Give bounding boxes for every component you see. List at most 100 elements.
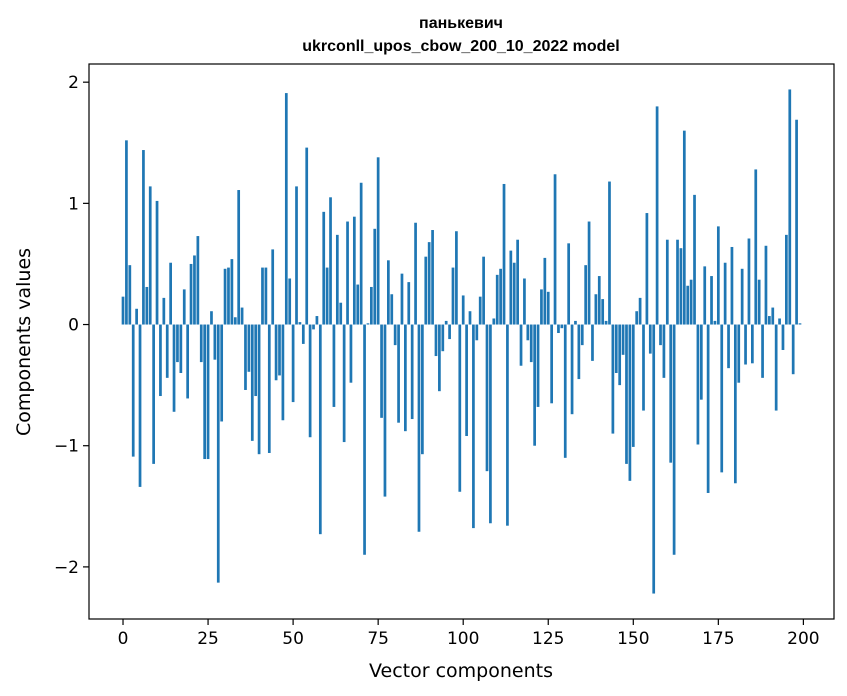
bar-component-72 (366, 323, 370, 325)
bar-component-22 (196, 236, 200, 325)
bar-component-73 (369, 286, 373, 325)
bar-component-169 (696, 324, 700, 445)
bar-component-129 (560, 324, 564, 329)
bar-component-85 (410, 324, 414, 420)
bar-component-9 (152, 324, 155, 464)
bar-component-50 (291, 324, 295, 403)
bar-component-57 (315, 316, 319, 325)
bar-component-6 (142, 150, 145, 325)
bar-component-62 (332, 324, 336, 407)
bar-component-132 (570, 324, 574, 415)
bar-component-166 (686, 285, 690, 325)
bar-component-194 (781, 324, 785, 350)
bar-component-60 (325, 267, 329, 325)
x-axis-label: Vector components (369, 660, 553, 682)
bar-component-54 (305, 147, 309, 325)
bar-component-160 (665, 239, 669, 325)
bar-component-13 (165, 324, 169, 378)
bar-component-163 (676, 239, 679, 325)
bar-component-173 (710, 276, 713, 325)
bar-component-68 (352, 216, 356, 325)
x-tick-label: 75 (367, 629, 389, 649)
bar-component-139 (594, 294, 598, 325)
bar-component-31 (227, 267, 230, 325)
bar-component-36 (244, 324, 247, 390)
bar-component-12 (162, 297, 166, 325)
bar-component-170 (699, 324, 703, 400)
bar-component-66 (346, 221, 349, 325)
bar-component-52 (298, 322, 302, 325)
bar-component-14 (169, 262, 172, 325)
bar-component-114 (509, 250, 513, 325)
bar-component-159 (662, 324, 666, 378)
bar-component-63 (335, 234, 339, 325)
x-tick-label: 200 (787, 629, 819, 649)
bar-component-53 (301, 324, 305, 344)
bar-component-172 (706, 324, 710, 493)
bar-component-75 (376, 157, 380, 325)
bar-component-34 (237, 190, 241, 325)
bar-component-24 (203, 324, 207, 460)
bar-component-184 (747, 238, 751, 325)
bar-component-78 (387, 260, 390, 325)
bar-component-116 (516, 239, 519, 325)
bar-component-88 (421, 324, 424, 455)
bar-component-127 (553, 174, 557, 325)
bar-component-64 (339, 302, 343, 325)
bar-component-147 (621, 324, 625, 355)
bar-component-115 (512, 262, 516, 325)
bar-component-102 (468, 311, 472, 325)
bar-component-141 (601, 299, 605, 325)
bar-component-20 (189, 263, 193, 325)
bar-component-198 (795, 119, 798, 325)
bar-component-48 (284, 93, 288, 325)
bar-component-76 (380, 324, 383, 418)
bar-component-136 (584, 265, 588, 325)
bar-component-118 (523, 278, 526, 325)
bar-component-180 (733, 324, 737, 484)
bar-component-16 (176, 324, 179, 363)
y-tick-label: 0 (68, 316, 79, 336)
bar-component-3 (131, 324, 135, 457)
bar-component-69 (356, 284, 360, 325)
chart-title-line2: ukrconll_upos_cbow_200_10_2022 model (302, 38, 619, 55)
bar-component-0 (121, 296, 125, 325)
bar-component-97 (451, 267, 455, 325)
bar-component-61 (329, 197, 332, 325)
bar-component-190 (768, 316, 771, 325)
bar-component-77 (383, 324, 387, 497)
bar-component-92 (434, 324, 438, 357)
bar-component-33 (233, 317, 237, 325)
bar-component-80 (393, 324, 397, 346)
bar-component-15 (172, 324, 176, 412)
bar-component-40 (257, 324, 261, 455)
bar-component-191 (771, 307, 775, 325)
bar-component-43 (267, 324, 271, 453)
bar-component-49 (288, 278, 292, 325)
bar-component-125 (546, 291, 550, 325)
bar-component-1 (125, 140, 128, 325)
bar-component-81 (397, 324, 400, 423)
bar-component-8 (148, 186, 152, 325)
bar-component-55 (308, 324, 312, 438)
bar-component-158 (659, 324, 662, 346)
bar-component-113 (506, 324, 509, 526)
bar-component-155 (648, 324, 652, 354)
bar-component-150 (631, 324, 635, 447)
x-tick-label: 150 (617, 629, 649, 649)
bar-component-133 (574, 320, 577, 325)
bar-component-2 (128, 265, 132, 325)
bar-component-29 (220, 324, 224, 422)
x-tick-label: 0 (118, 629, 129, 649)
bar-component-87 (417, 324, 421, 532)
bar-component-195 (785, 234, 788, 325)
bar-component-106 (482, 256, 485, 325)
bar-component-121 (533, 324, 536, 446)
bar-component-187 (757, 279, 761, 325)
bar-component-175 (716, 226, 720, 325)
bar-component-51 (295, 186, 298, 325)
bar-component-74 (373, 228, 377, 325)
bar-component-117 (519, 324, 523, 366)
bar-component-46 (278, 324, 281, 376)
